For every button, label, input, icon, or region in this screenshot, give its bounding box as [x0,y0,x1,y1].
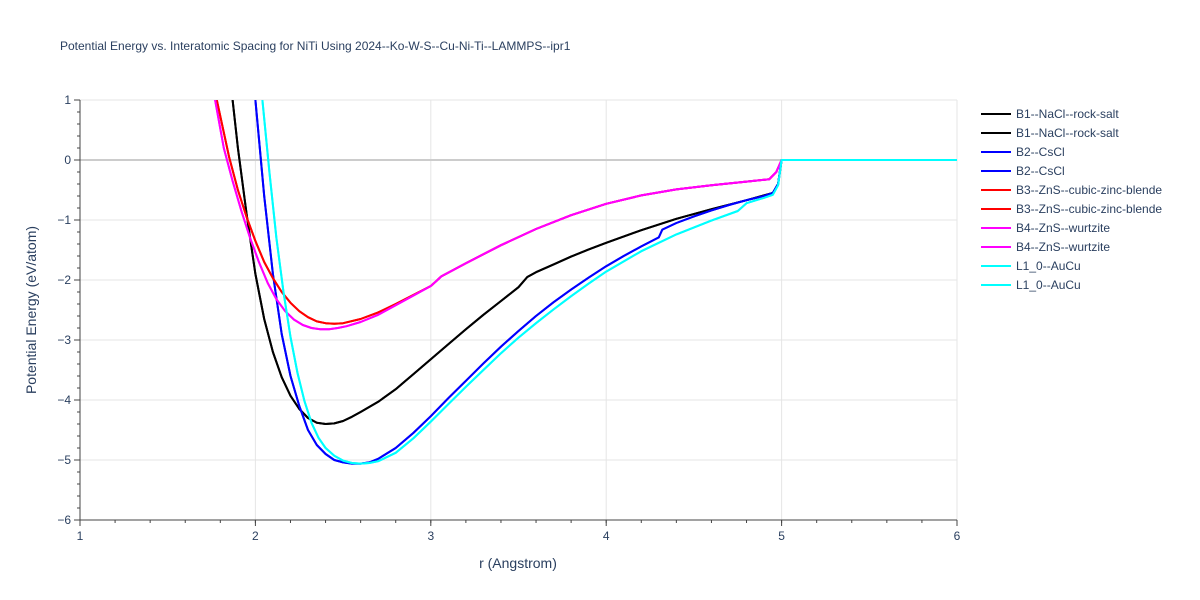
legend-item[interactable]: B1--NaCl--rock-salt [981,126,1119,140]
x-tick-label: 4 [603,529,610,543]
grid-lines [80,99,958,520]
legend-label: L1_0--AuCu [1016,259,1081,273]
legend-label: B3--ZnS--cubic-zinc-blende [1016,202,1162,216]
y-tick-label: −2 [57,273,71,287]
legend-label: B1--NaCl--rock-salt [1016,126,1119,140]
legend-label: B3--ZnS--cubic-zinc-blende [1016,183,1162,197]
x-tick-label: 3 [427,529,434,543]
series-line-5[interactable] [215,100,957,325]
x-tick-label: 6 [954,529,961,543]
y-axis-title: Potential Energy (eV/atom) [23,226,39,394]
x-tick-label: 5 [778,529,785,543]
series-line-7[interactable] [214,100,957,331]
y-tick-label: −3 [57,333,71,347]
legend-item[interactable]: B2--CsCl [981,145,1065,159]
legend-label: L1_0--AuCu [1016,278,1081,292]
series-line-3[interactable] [254,100,957,465]
series-line-9[interactable] [261,100,957,465]
y-tick-label: −5 [57,453,71,467]
legend-item[interactable]: B2--CsCl [981,164,1065,178]
series-line-6[interactable] [214,100,957,331]
series-line-4[interactable] [215,100,957,325]
y-tick-label: −1 [57,213,71,227]
legend-item[interactable]: B3--ZnS--cubic-zinc-blende [981,202,1162,216]
chart-title: Potential Energy vs. Interatomic Spacing… [60,39,571,53]
y-tick-label: −4 [57,393,71,407]
legend-label: B2--CsCl [1016,164,1065,178]
y-tick-label: −6 [57,513,71,527]
series-group [214,100,957,465]
y-tick-label: 0 [64,153,71,167]
x-tick-label: 1 [77,529,84,543]
plot-area[interactable] [214,100,957,465]
legend-item[interactable]: L1_0--AuCu [981,259,1081,273]
y-tick-label: 1 [64,93,71,107]
legend-item[interactable]: B3--ZnS--cubic-zinc-blende [981,183,1162,197]
legend[interactable]: B1--NaCl--rock-salt B1--NaCl--rock-salt B2… [981,107,1162,292]
legend-label: B4--ZnS--wurtzite [1016,240,1110,254]
legend-item[interactable]: B1--NaCl--rock-salt [981,107,1119,121]
x-tick-label: 2 [252,529,259,543]
legend-item[interactable]: B4--ZnS--wurtzite [981,240,1110,254]
x-axis-title: r (Angstrom) [479,555,557,571]
legend-label: B4--ZnS--wurtzite [1016,221,1110,235]
legend-item[interactable]: L1_0--AuCu [981,278,1081,292]
series-line-0[interactable] [231,100,957,425]
legend-label: B1--NaCl--rock-salt [1016,107,1119,121]
legend-label: B2--CsCl [1016,145,1065,159]
axes: 1 2 3 4 5 6 1 0 −1 −2 −3 −4 −5 −6 [57,93,960,543]
series-line-1[interactable] [231,100,957,425]
legend-item[interactable]: B4--ZnS--wurtzite [981,221,1110,235]
